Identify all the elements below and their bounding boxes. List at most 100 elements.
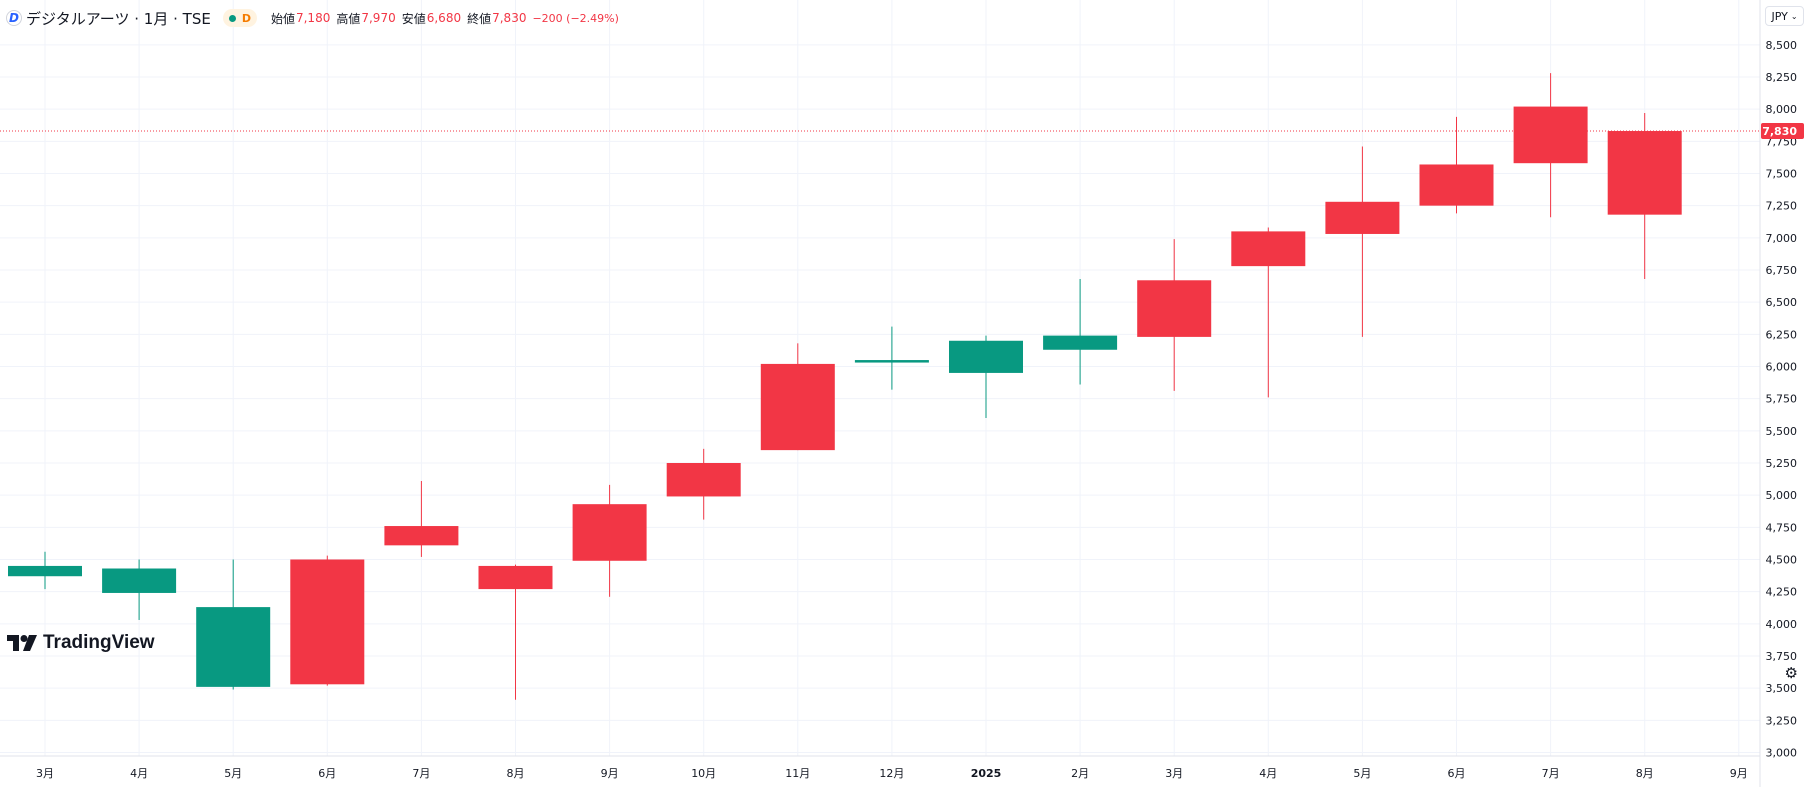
x-tick-label: 4月 — [1259, 767, 1277, 780]
x-tick-label: 2月 — [1071, 767, 1089, 780]
y-tick-label: 6,250 — [1766, 328, 1798, 341]
y-tick-label: 6,000 — [1766, 360, 1798, 373]
market-status-badge[interactable]: D — [222, 9, 257, 27]
candle[interactable] — [102, 559, 177, 620]
ohlc-close-value: 7,830 — [492, 11, 527, 25]
y-tick-label: 7,000 — [1766, 232, 1798, 245]
y-tick-label: 3,000 — [1766, 747, 1798, 760]
y-tick-label: 5,500 — [1766, 425, 1798, 438]
ohlc-high-label: 高値 — [336, 11, 361, 26]
candle-body — [1137, 280, 1212, 337]
x-tick-label: 8月 — [507, 767, 525, 780]
candle[interactable] — [666, 448, 741, 520]
y-tick-label: 5,750 — [1766, 393, 1798, 406]
y-tick-label: 3,250 — [1766, 714, 1798, 727]
candle-body — [290, 559, 365, 685]
candle[interactable] — [1513, 73, 1588, 218]
last-price-tag — [1761, 123, 1804, 140]
candle-body — [760, 363, 835, 451]
candle[interactable] — [1419, 116, 1494, 214]
y-tick-label: 8,250 — [1766, 71, 1798, 84]
ohlc-open-label: 始値 — [270, 11, 295, 26]
x-tick-label: 9月 — [1730, 767, 1748, 780]
candle-body — [8, 565, 82, 577]
x-tick-label: 8月 — [1636, 767, 1654, 780]
tradingview-logo[interactable]: TradingView — [7, 632, 155, 654]
last-price-tag-layer: 7,830 — [1761, 123, 1804, 140]
x-tick-label: 5月 — [1353, 767, 1371, 780]
candle[interactable] — [1231, 227, 1306, 398]
candle[interactable] — [290, 555, 365, 686]
candle-body — [1231, 231, 1306, 267]
x-tick-label: 12月 — [879, 767, 904, 780]
candle-body — [949, 340, 1023, 373]
currency-label: JPY — [1771, 9, 1788, 23]
x-tick-label: 3月 — [36, 767, 54, 780]
x-tick-label: 9月 — [601, 767, 619, 780]
candle[interactable] — [760, 343, 835, 451]
y-tick-label: 6,500 — [1766, 296, 1798, 309]
ohlc-low-label: 安値 — [401, 11, 426, 26]
y-tick-label: 5,000 — [1766, 489, 1798, 502]
y-tick-label: 4,500 — [1766, 553, 1798, 566]
x-tick-label: 6月 — [1448, 767, 1466, 780]
candle[interactable] — [478, 564, 553, 700]
y-tick-label: 4,000 — [1766, 618, 1798, 631]
candle[interactable] — [1325, 146, 1400, 337]
candle[interactable] — [854, 326, 929, 390]
symbol-logo-icon[interactable]: D — [6, 10, 22, 26]
candle[interactable] — [196, 559, 271, 690]
market-open-dot-icon — [228, 14, 236, 22]
ohlc-low-value: 6,680 — [426, 11, 462, 25]
candle-body — [1043, 335, 1118, 350]
candle-body — [1419, 164, 1494, 206]
ohlc-close-label: 終値 — [467, 11, 492, 26]
price-change: −200 (−2.49%) — [532, 11, 619, 25]
y-tick-label: 3,750 — [1766, 650, 1798, 663]
candle-body — [478, 565, 553, 590]
candle[interactable] — [949, 335, 1023, 418]
candle-body — [196, 607, 271, 687]
candle[interactable] — [572, 484, 647, 597]
candles — [8, 73, 1682, 700]
x-tick-label: 2025 — [971, 767, 1002, 780]
x-tick-label: 11月 — [785, 767, 810, 780]
x-tick-label: 7月 — [412, 767, 430, 780]
x-tick-label: 5月 — [224, 767, 242, 780]
x-tick-label: 3月 — [1165, 767, 1183, 780]
candle-body — [666, 462, 741, 497]
candle[interactable] — [1607, 113, 1682, 279]
candle-body — [1325, 201, 1400, 234]
y-tick-label: 7,250 — [1766, 200, 1798, 213]
x-tick-label: 7月 — [1542, 767, 1560, 780]
y-tick-label: 7,500 — [1766, 167, 1798, 180]
y-tick-label: 8,000 — [1766, 103, 1798, 116]
candle[interactable] — [1043, 278, 1118, 385]
candle-body — [1513, 106, 1588, 164]
x-tick-label: 6月 — [318, 767, 336, 780]
candle-body — [854, 360, 929, 363]
candle[interactable] — [384, 481, 459, 557]
candle-body — [384, 526, 459, 546]
settings-gear-icon[interactable]: ⚙ — [1784, 664, 1798, 682]
last-price-tag-label: 7,830 — [1762, 125, 1797, 138]
ohlc-open-value: 7,180 — [295, 11, 331, 25]
y-tick-label: 4,250 — [1766, 586, 1798, 599]
y-tick-label: 6,750 — [1766, 264, 1798, 277]
candle-body — [102, 568, 177, 593]
candle[interactable] — [1137, 239, 1212, 391]
y-tick-label: 8,500 — [1766, 39, 1798, 52]
candle-body — [1607, 131, 1682, 215]
y-tick-label: 5,250 — [1766, 457, 1798, 470]
currency-selector[interactable]: JPY ⌄ — [1765, 6, 1804, 26]
candle[interactable] — [8, 551, 82, 590]
tradingview-mark-icon — [7, 635, 37, 651]
x-tick-label: 4月 — [130, 767, 148, 780]
symbol-title[interactable]: デジタルアーツ · 1月 · TSE — [26, 9, 211, 28]
x-tick-label: 10月 — [691, 767, 716, 780]
ohlc-high-value: 7,970 — [361, 11, 396, 25]
symbol-legend: D デジタルアーツ · 1月 · TSE D 始値 7,180 高値 7,970… — [6, 8, 619, 28]
y-tick-label: 3,500 — [1766, 682, 1798, 695]
brand-name: TradingView — [43, 632, 155, 653]
